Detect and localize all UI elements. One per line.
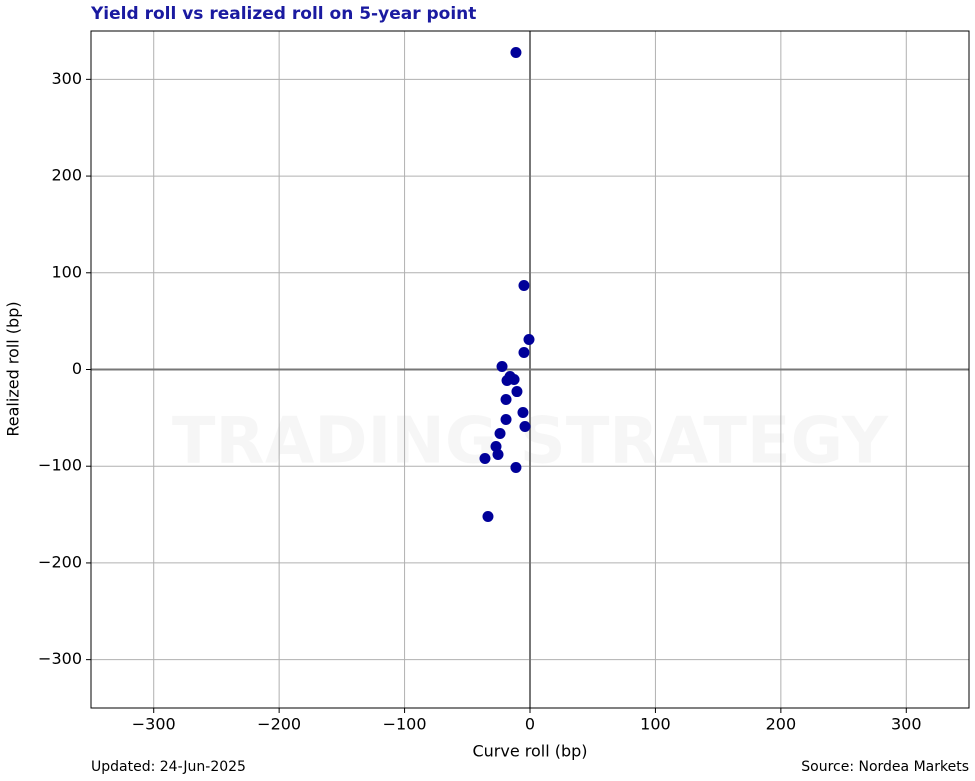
- x-tick-label: −200: [257, 715, 301, 734]
- y-axis-label: Realized roll (bp): [4, 301, 23, 436]
- x-tick-label: −100: [383, 715, 427, 734]
- scatter-point: [518, 346, 530, 358]
- scatter-point: [510, 46, 522, 58]
- footer-updated: Updated: 24-Jun-2025: [91, 759, 246, 775]
- scatter-point: [482, 511, 494, 523]
- scatter-point: [479, 452, 491, 464]
- scatter-point: [494, 428, 506, 440]
- x-tick-label: 0: [525, 715, 535, 734]
- scatter-point: [496, 361, 508, 373]
- y-tick-label: −200: [38, 552, 82, 571]
- scatter-point: [510, 461, 522, 473]
- footer-source: Source: Nordea Markets: [801, 759, 969, 775]
- y-tick-label: 300: [51, 69, 82, 88]
- scatter-point: [518, 279, 530, 291]
- scatter-point: [523, 334, 535, 346]
- x-tick-label: 100: [640, 715, 671, 734]
- y-tick-label: −100: [38, 456, 82, 475]
- x-tick-label: 300: [891, 715, 922, 734]
- scatter-point: [500, 393, 512, 405]
- y-tick-label: −300: [38, 649, 82, 668]
- scatter-point: [511, 386, 523, 398]
- scatter-point: [508, 373, 520, 385]
- y-tick-label: 0: [72, 359, 82, 378]
- scatter-point: [492, 449, 504, 461]
- chart-title: Yield roll vs realized roll on 5-year po…: [90, 4, 476, 24]
- x-tick-label: −300: [132, 715, 176, 734]
- y-tick-label: 200: [51, 166, 82, 185]
- plot-frame: [90, 30, 970, 709]
- x-axis-label: Curve roll (bp): [472, 742, 587, 761]
- scatter-point: [517, 407, 529, 419]
- scatter-point: [519, 420, 531, 432]
- scatter-point: [500, 414, 512, 426]
- x-tick-label: 200: [766, 715, 797, 734]
- y-tick-label: 100: [51, 262, 82, 281]
